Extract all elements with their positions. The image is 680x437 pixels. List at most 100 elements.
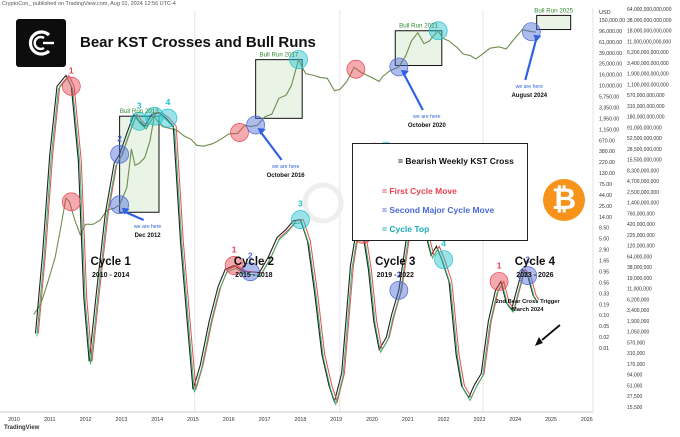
price-tick-27: 0.10: [599, 313, 609, 319]
indicator-tick-27: 6,200,000: [627, 297, 649, 303]
watermark-logo-icon: [302, 182, 344, 224]
x-tick-2020: 2020: [366, 417, 378, 423]
price-tick-21: 2.90: [599, 248, 609, 254]
price-axis-unit: USD: [599, 10, 611, 16]
indicator-tick-25: 19,000,000: [627, 276, 652, 282]
x-tick-2019: 2019: [330, 417, 342, 423]
x-tick-2016: 2016: [223, 417, 235, 423]
x-tick-2017: 2017: [259, 417, 271, 423]
cycle-years-2: 2015 - 2018: [235, 272, 272, 279]
x-tick-2021: 2021: [402, 417, 414, 423]
indicator-tick-0: 64,000,000,000,000: [627, 7, 672, 13]
pointer-arrowhead-3: [400, 69, 409, 77]
price-cross-4: [230, 123, 249, 142]
legend-first-move: = First Cycle Move: [382, 186, 457, 196]
price-tick-15: 75.00: [599, 182, 612, 188]
bull-run-label-1: Bull Run 2013: [120, 108, 159, 115]
x-tick-2025: 2025: [545, 417, 557, 423]
kst-cross-label-3: 3: [137, 100, 142, 110]
x-tick-2023: 2023: [474, 417, 486, 423]
pointer-text-3: we are here: [413, 114, 441, 120]
indicator-tick-16: 4,700,000,000: [627, 179, 659, 185]
x-tick-2010: 2010: [8, 417, 20, 423]
indicator-tick-20: 420,000,000: [627, 222, 655, 228]
price-cross-6: [289, 50, 308, 69]
price-tick-16: 44.00: [599, 193, 612, 199]
price-tick-19: 8.50: [599, 226, 609, 232]
indicator-tick-19: 760,000,000: [627, 211, 655, 217]
indicator-tick-14: 15,500,000,000: [627, 158, 662, 164]
cycle-name-1: Cycle 1: [91, 256, 132, 268]
price-tick-0: 150,000.00: [599, 18, 625, 24]
legend-second-move: = Second Major Cycle Move: [382, 205, 495, 215]
kst-cross-6: [240, 262, 260, 282]
price-tick-23: 0.95: [599, 269, 609, 275]
kst-cross-7: [291, 210, 310, 229]
pointer-arrow-4: [524, 38, 538, 81]
kst-cross-11: [434, 250, 453, 270]
legend-box: [352, 143, 528, 241]
indicator-tick-1: 38,000,000,000,000: [627, 18, 672, 24]
legend-bearish-cross: = Bearish Weekly KST Cross: [398, 156, 514, 166]
kst-cross-1: [61, 76, 81, 96]
x-tick-2022: 2022: [438, 417, 450, 423]
indicator-tick-5: 3,400,000,000,000: [627, 61, 669, 67]
price-cross-7: [346, 59, 366, 79]
indicator-tick-34: 94,000: [627, 373, 643, 379]
pointer-date-2: October 2016: [267, 173, 306, 179]
indicator-tick-7: 1,100,000,000,000: [627, 82, 669, 88]
kst-cross-13: [518, 266, 538, 285]
price-tick-1: 96,000.00: [599, 29, 622, 35]
price-tick-26: 0.19: [599, 302, 609, 308]
indicator-tick-2: 18,000,000,000,000: [627, 29, 672, 35]
price-tick-29: 0.02: [599, 335, 609, 341]
price-tick-13: 220.00: [599, 160, 615, 166]
bull-run-label-4: Bull Run 2025: [534, 7, 573, 14]
bull-run-label-3: Bull Run 2021: [399, 23, 438, 30]
x-tick-2014: 2014: [151, 417, 163, 423]
indicator-tick-4: 6,200,000,000,000: [627, 50, 669, 56]
price-tick-4: 25,000.00: [599, 62, 622, 68]
bull-run-box-1: [119, 115, 160, 213]
price-tick-9: 1,950.00: [599, 116, 619, 122]
annotation-arrow: [541, 324, 561, 341]
indicator-tick-28: 3,400,000: [627, 308, 649, 314]
price-tick-22: 1.65: [599, 259, 609, 265]
price-tick-28: 0.05: [599, 324, 609, 330]
pointer-date-4: August 2024: [511, 93, 547, 99]
indicator-tick-30: 1,050,000: [627, 330, 649, 336]
indicator-tick-26: 11,000,000: [627, 287, 652, 293]
pointer-arrow-2: [259, 131, 283, 161]
pointer-text-2: we are here: [272, 164, 300, 170]
indicator-tick-35: 51,000: [627, 383, 643, 389]
indicator-tick-22: 120,000,000: [627, 244, 655, 250]
kst-cross-label-5: 1: [232, 245, 237, 255]
indicator-tick-37: 15,500: [627, 405, 643, 411]
x-tick-2011: 2011: [44, 417, 55, 423]
price-tick-18: 14.00: [599, 215, 612, 221]
indicator-tick-13: 28,500,000,000: [627, 147, 662, 153]
kst-cross-label-9: 2: [396, 269, 401, 279]
x-tick-2013: 2013: [116, 417, 128, 423]
price-tick-8: 3,350.00: [599, 105, 619, 111]
cycle-years-1: 2010 - 2014: [92, 272, 129, 279]
price-tick-6: 10,000.00: [599, 84, 622, 90]
price-tick-25: 0.33: [599, 291, 609, 297]
indicator-tick-24: 38,000,000: [627, 265, 652, 271]
pointer-arrow-3: [402, 73, 424, 111]
price-tick-2: 61,000.00: [599, 40, 622, 46]
indicator-tick-10: 180,000,000,000: [627, 115, 665, 121]
price-tick-17: 25.00: [599, 204, 612, 210]
price-cross-9: [428, 21, 448, 41]
pointer-date-3: October 2020: [408, 123, 447, 129]
price-tick-5: 16,000.00: [599, 73, 622, 79]
cryptocon-logo: [16, 19, 66, 67]
pointer-arrowhead-4: [533, 34, 542, 42]
cycle-name-4: Cycle 4: [515, 256, 556, 268]
annotation-arrowhead: [534, 337, 543, 346]
pointer-arrowhead-2: [257, 127, 266, 135]
kst-cross-label-13: 2: [525, 255, 530, 265]
price-tick-12: 380.00: [599, 149, 615, 155]
indicator-tick-31: 570,000: [627, 340, 645, 346]
